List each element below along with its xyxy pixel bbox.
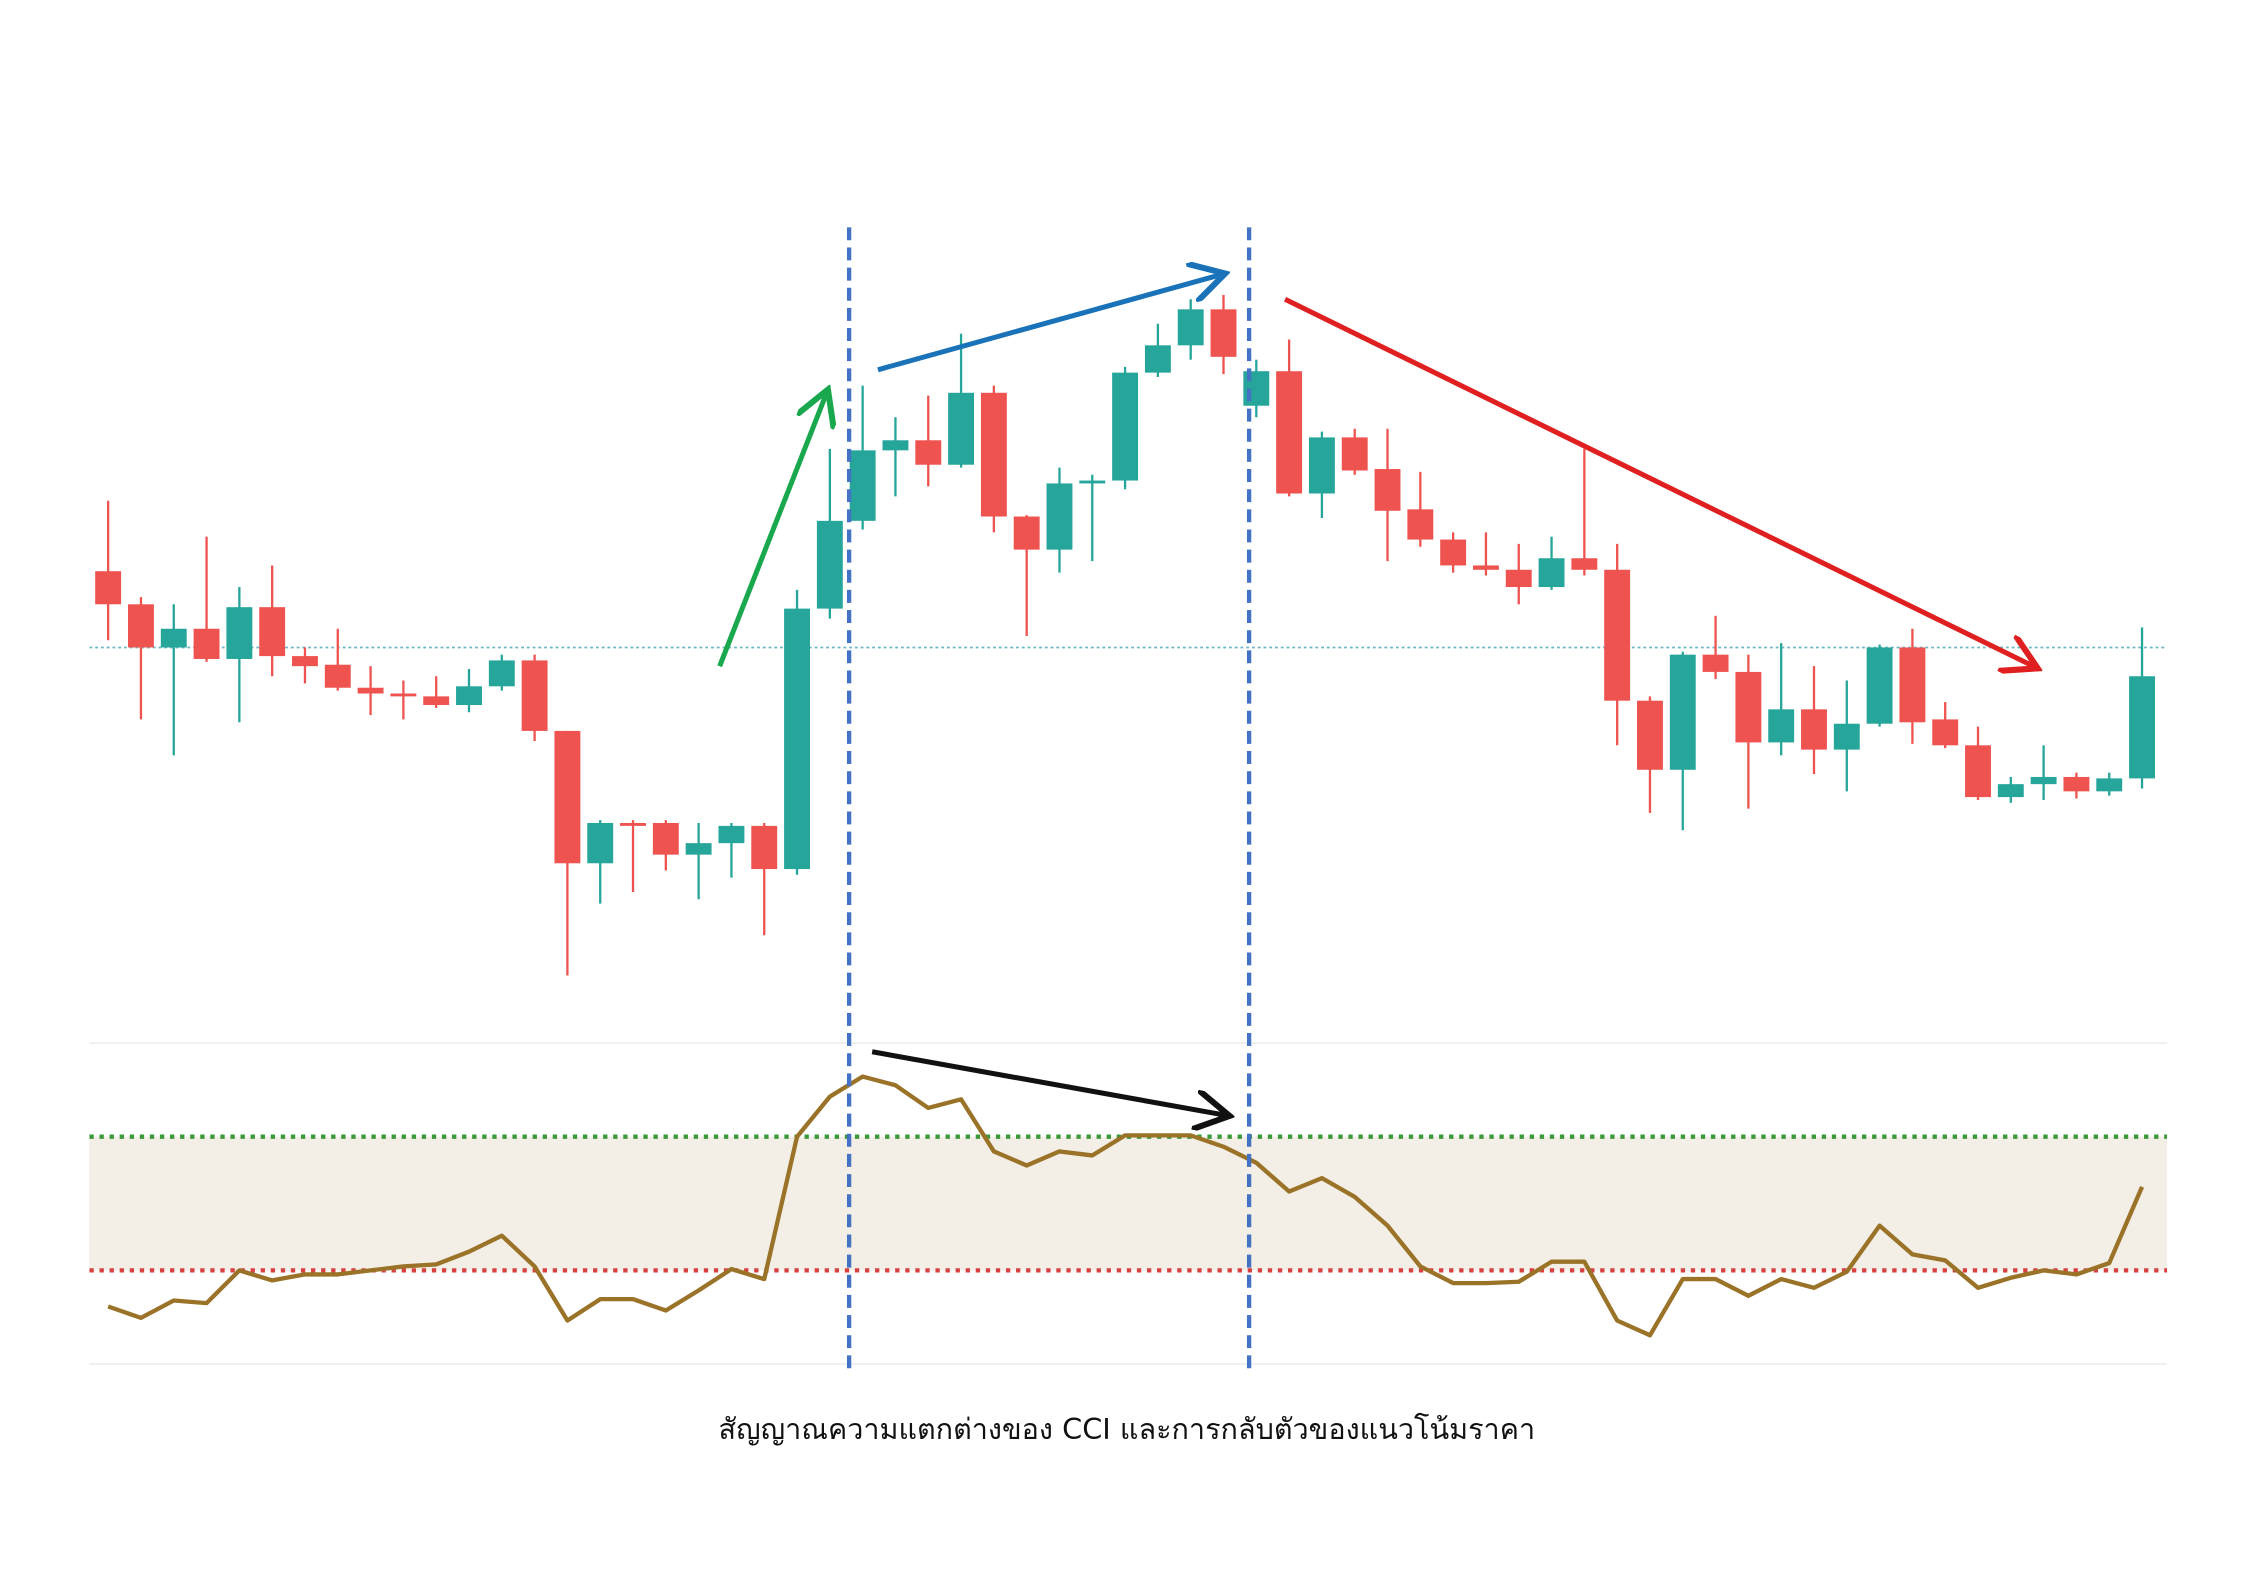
candle-body [1079,480,1106,484]
candle-body [1374,469,1401,511]
caption: สัญญาณความแตกต่างของ CCI และการกลับตัวขอ… [719,1412,1536,1446]
candle-body [1276,371,1303,494]
candle-body [1013,516,1040,550]
candle-body [357,687,384,694]
level-band [89,1136,2168,1271]
candle-body [160,628,187,648]
candle-body [95,571,122,605]
candle-body [127,604,154,648]
candle-body [193,628,220,659]
candle-body [1965,745,1991,798]
candle-body [1801,709,1827,750]
candle-body [587,822,614,864]
candle-body [1637,700,1663,770]
candle-body [1440,539,1467,566]
candle-body [1768,709,1795,743]
candle-body [456,686,482,706]
divergence-arrow [871,1049,1225,1115]
plot-area [89,294,2168,1365]
cci-line [107,1074,2145,1338]
candle-body [1669,654,1696,770]
candle-body [1571,558,1598,570]
candle-body [1407,509,1434,540]
candle-body [685,843,712,855]
candle-body [1899,647,1926,723]
candle-body [521,660,548,731]
candle-body [259,607,286,657]
candle-body [948,392,975,465]
candle-body [390,693,417,697]
candle-body [1538,558,1565,588]
candle-body [816,520,843,609]
candle-body [2096,778,2123,792]
candle-body [751,825,778,870]
candle-body [1144,345,1171,373]
candle-body [1866,647,1893,724]
candle-body [1112,372,1139,481]
candle-body [1604,569,1631,701]
candle-body [1702,654,1729,672]
candle-body [554,730,581,864]
candle-body [1472,565,1499,570]
candle-body [1308,437,1335,494]
trend-arrow [1283,297,2033,666]
candle-body [882,440,909,451]
candle-body [784,608,810,870]
candle-body [1997,784,2024,798]
candle-body [2030,776,2057,785]
candle-body [718,825,745,844]
candle-body [1833,723,1860,750]
candle-body [423,696,450,706]
candle-body [1046,483,1073,550]
candle-body [2063,776,2090,792]
candle-body [292,656,318,667]
candle-body [1341,437,1368,471]
candle-body [2129,676,2155,779]
candle-body [849,450,876,521]
annotations [717,227,2034,1375]
candle-body [620,822,646,826]
candle-body [324,664,351,688]
candle-body [1735,671,1762,743]
trend-arrow [717,394,826,668]
candle-body [226,607,253,659]
candle-body [488,660,515,687]
candle-body [915,440,942,465]
trend-arrow [877,275,1220,373]
candle-body [980,392,1007,517]
candle-body [1210,309,1237,357]
candle-body [652,822,679,855]
candle-body [1505,569,1532,588]
candle-body [1177,309,1204,346]
candle-body [1932,719,1959,746]
